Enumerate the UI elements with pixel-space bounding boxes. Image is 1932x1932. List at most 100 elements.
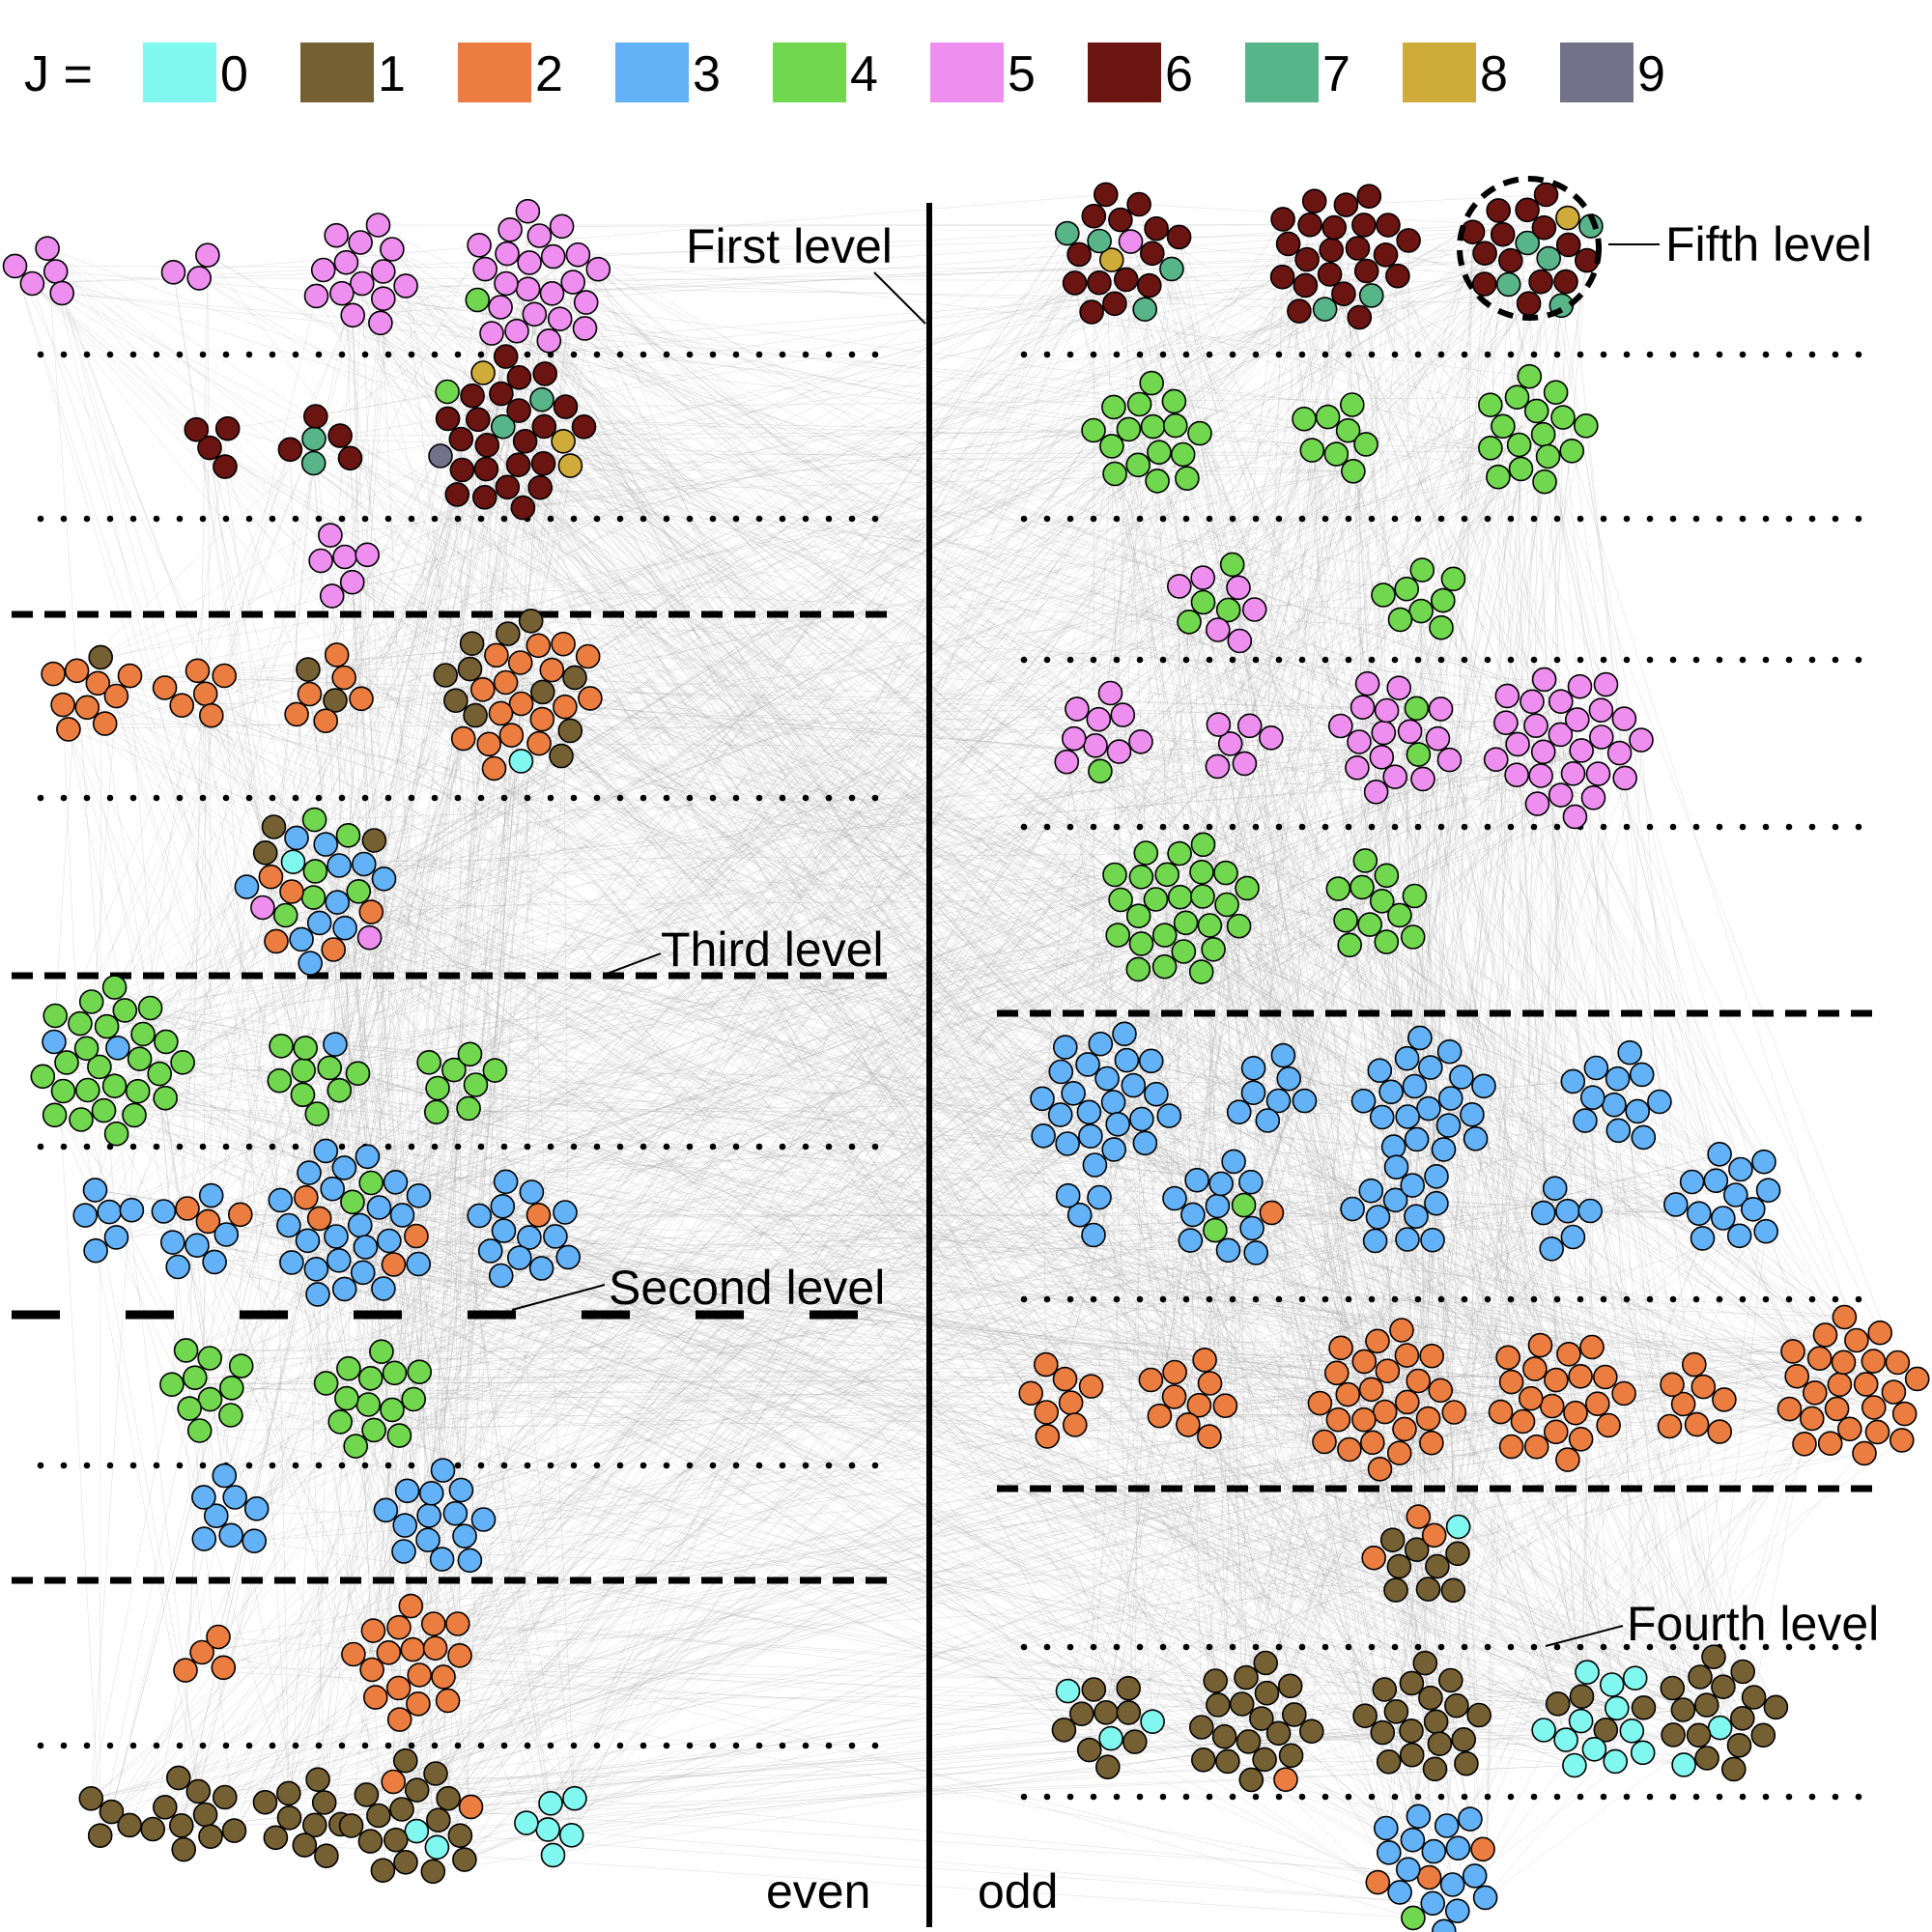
separator-dot (1808, 351, 1816, 358)
edge (150, 1008, 1397, 1168)
node (1088, 758, 1113, 784)
edge (1159, 1415, 1567, 1741)
edge (584, 327, 1840, 1385)
edge (1113, 1149, 1153, 1722)
edge (316, 719, 1099, 1270)
edge (412, 1649, 1558, 1705)
edge (339, 865, 1684, 1405)
edge (32, 283, 1216, 1231)
node (1328, 1335, 1353, 1361)
separator-dot (1739, 823, 1747, 831)
edge (391, 248, 1569, 1461)
edge (1105, 1208, 1753, 1713)
edge (383, 777, 1396, 1871)
edge (1179, 237, 1364, 1101)
node (119, 1197, 145, 1223)
edge (1137, 465, 1249, 1742)
node (1504, 384, 1530, 411)
edge (1363, 224, 1735, 1770)
node (1438, 1086, 1463, 1111)
edge (1251, 1696, 1754, 1780)
edge (262, 907, 1535, 1370)
edge (1203, 844, 1364, 1101)
node (1505, 731, 1530, 757)
separator-dot (269, 1143, 276, 1151)
separator-dot (709, 515, 717, 523)
separator-dot (1136, 1295, 1144, 1303)
edge (293, 853, 1180, 863)
node (1605, 1695, 1630, 1721)
edge (205, 693, 1441, 1391)
node (1369, 1104, 1395, 1130)
separator-dot (1321, 1643, 1329, 1651)
separator-dot (1484, 515, 1492, 523)
node (1660, 1675, 1686, 1701)
edge (1571, 450, 1858, 1341)
edge (352, 315, 412, 1606)
separator-dot (60, 1462, 68, 1469)
edge (372, 1526, 1459, 1670)
separator-dot (60, 1143, 68, 1151)
edge (99, 449, 291, 1067)
separator-dot (1437, 1643, 1445, 1651)
node (298, 951, 324, 976)
node (353, 1235, 379, 1260)
edge (461, 1153, 1720, 1491)
edge (1130, 242, 1366, 861)
node (1294, 246, 1320, 272)
edge (399, 966, 1165, 1436)
node (1055, 1131, 1080, 1156)
edge (415, 1046, 1065, 1236)
edge (527, 211, 1146, 1144)
node (1215, 1237, 1241, 1264)
edge (550, 719, 1099, 1804)
separator-dot (1159, 1793, 1167, 1801)
edge (479, 1212, 1544, 1216)
cluster (1269, 184, 1421, 330)
separator-dot (1391, 515, 1399, 523)
node (198, 1824, 223, 1849)
node (279, 1250, 304, 1275)
node (197, 1346, 222, 1371)
node (467, 233, 492, 258)
node (416, 1050, 441, 1075)
separator-dot (825, 1462, 833, 1469)
node (469, 676, 496, 702)
node (1580, 784, 1606, 810)
edge (1093, 430, 1408, 1403)
node (1051, 1718, 1077, 1743)
separator-dot (1066, 1295, 1074, 1303)
edge (428, 700, 1561, 1517)
edge (428, 1062, 1292, 1756)
edge (62, 293, 1352, 406)
node (1098, 1725, 1123, 1751)
node (75, 1077, 100, 1103)
node (420, 1611, 446, 1636)
node (1374, 697, 1400, 724)
edge (353, 315, 1894, 1393)
edge (352, 1202, 1918, 1379)
node (64, 658, 90, 684)
separator-dot (199, 515, 207, 523)
node (1602, 1092, 1627, 1118)
edge (374, 839, 552, 1804)
node (243, 1496, 270, 1521)
edge (114, 447, 1492, 1087)
separator-dot (1368, 1295, 1376, 1303)
cluster (1352, 1650, 1492, 1782)
node (314, 1843, 339, 1868)
node (284, 701, 309, 727)
separator-dot (1507, 823, 1515, 831)
node (420, 1859, 446, 1885)
node (1145, 469, 1170, 494)
edge (1179, 237, 1412, 1731)
edge (280, 241, 1100, 1201)
separator-dot (1321, 515, 1329, 523)
node (305, 1282, 330, 1307)
separator-dot (1692, 1793, 1700, 1801)
edge (1531, 701, 1715, 1658)
edge (405, 577, 1204, 1761)
edge (478, 282, 1075, 1216)
node (1404, 1537, 1430, 1562)
edge (598, 269, 1248, 889)
